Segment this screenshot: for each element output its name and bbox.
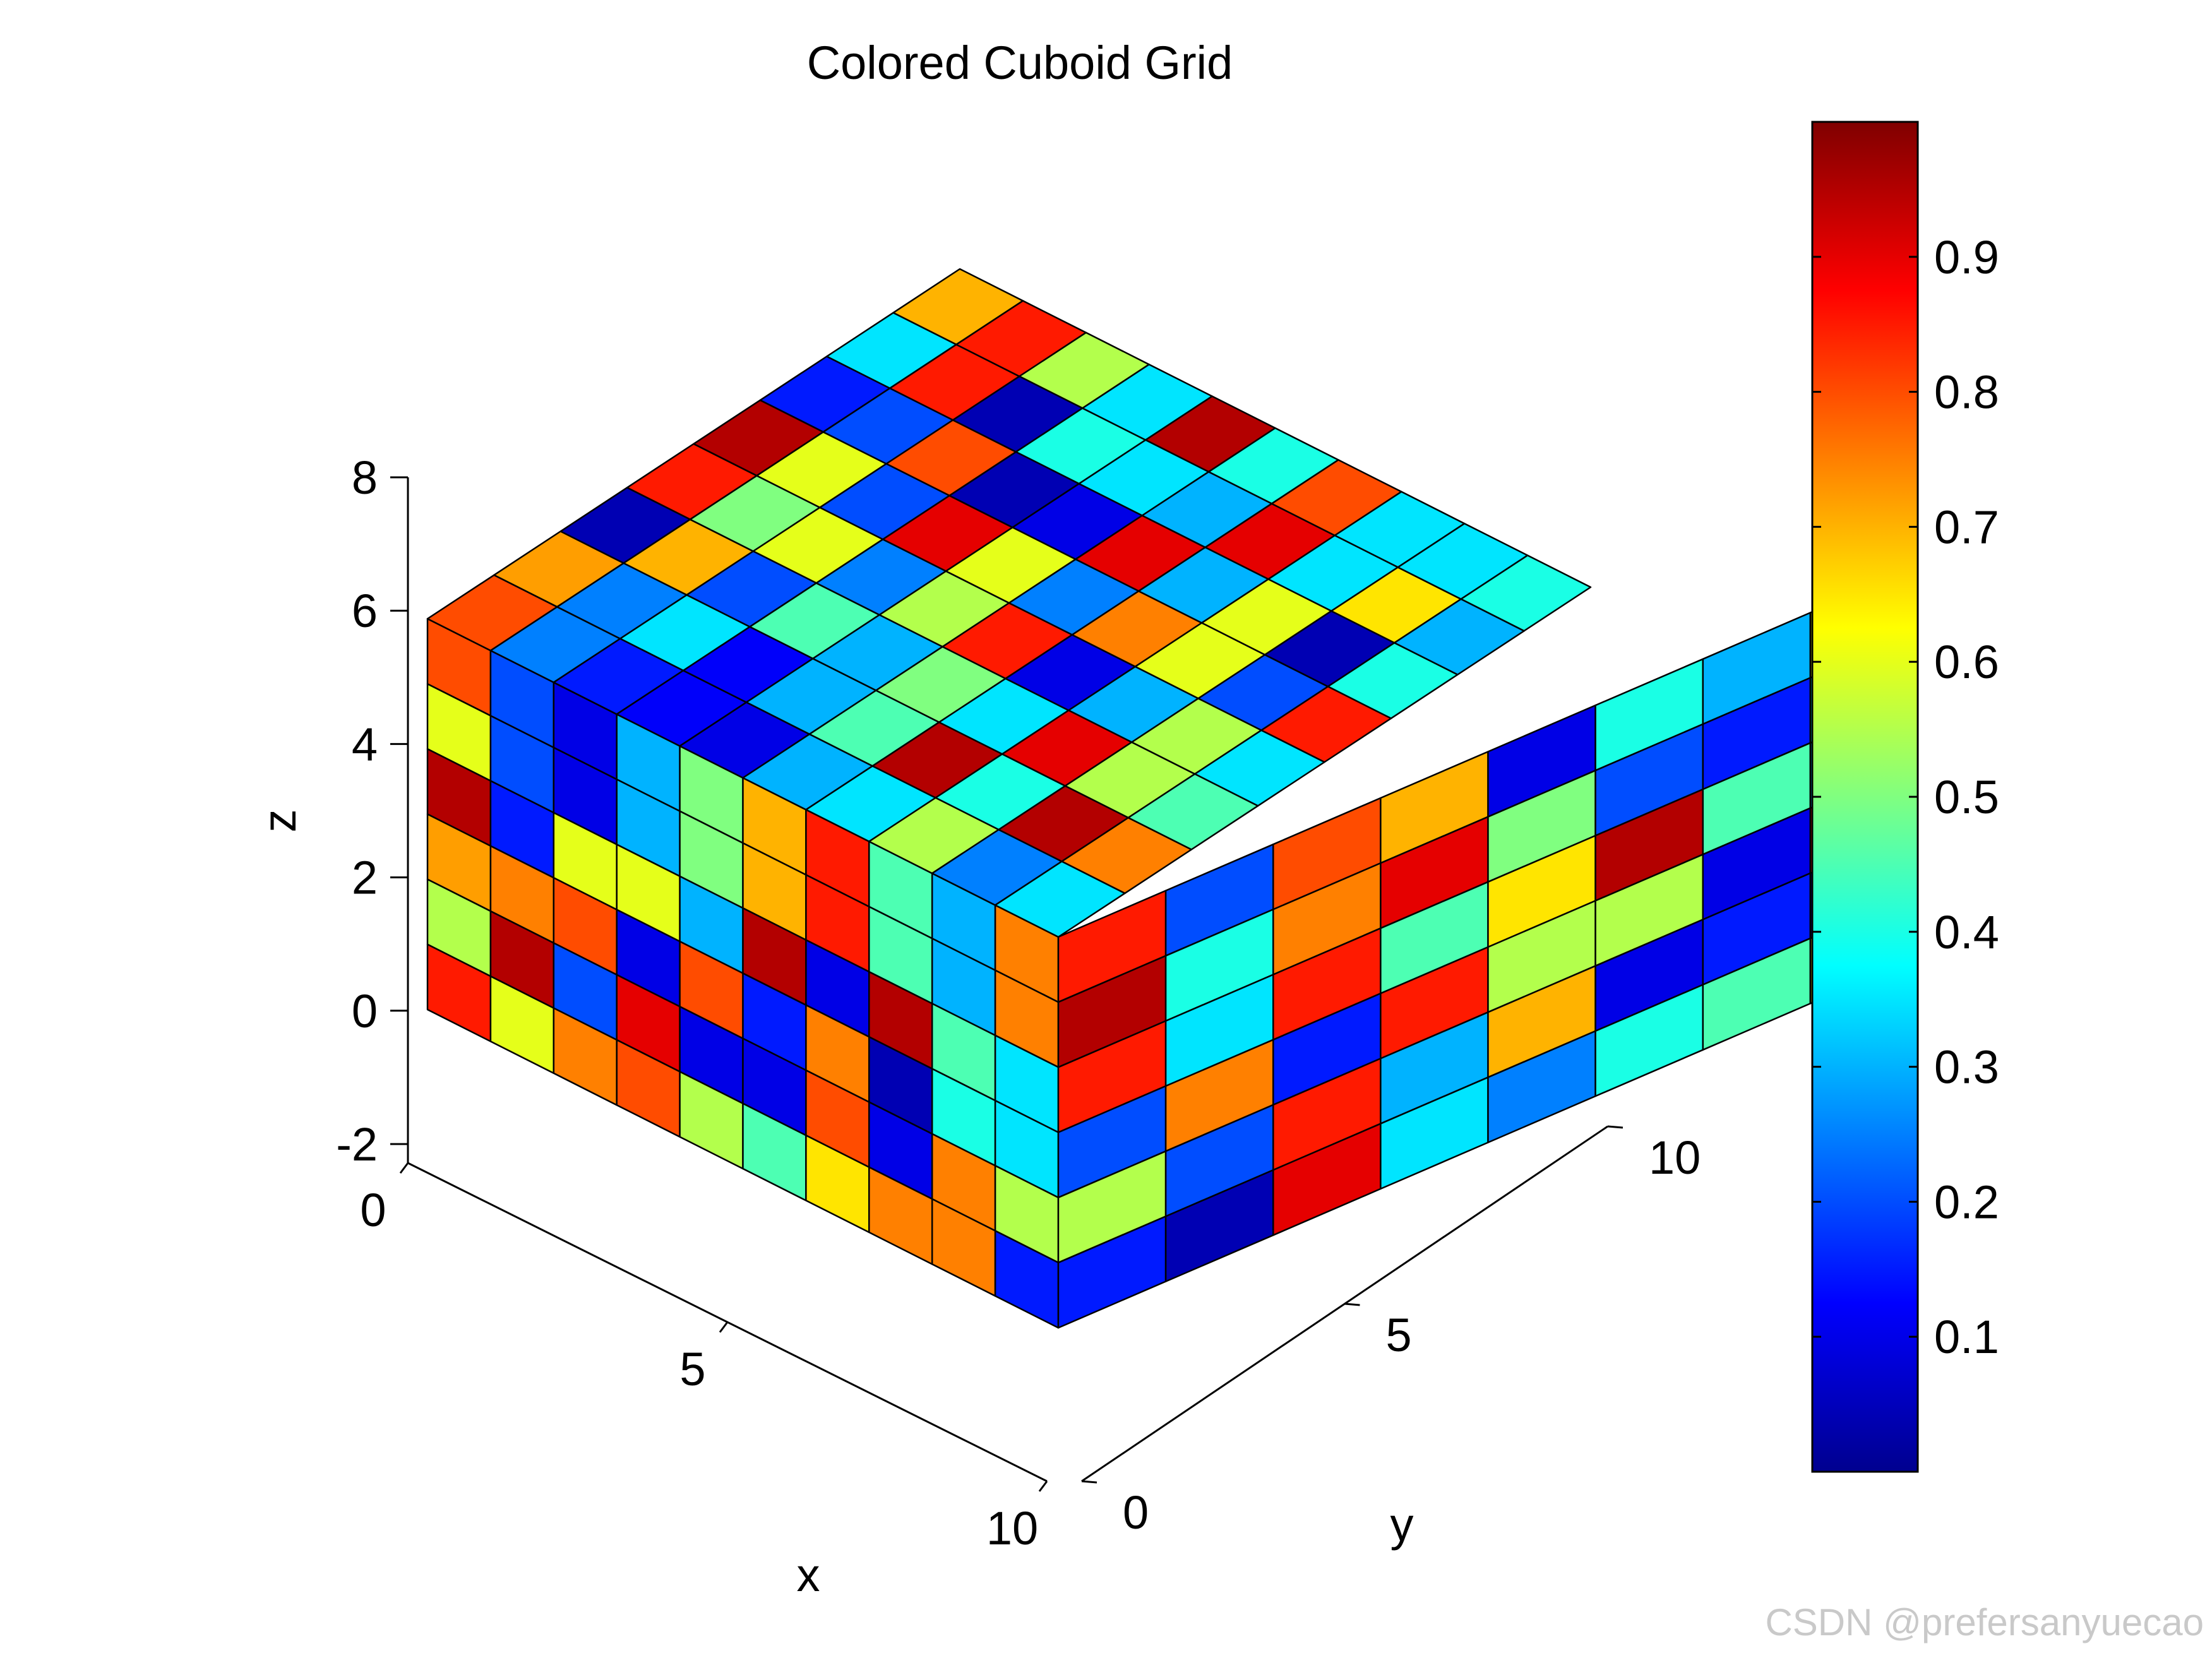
x-axis-label: x [797, 1549, 820, 1601]
colorbar-tick-label: 0.6 [1934, 636, 1999, 688]
axis-ticks: -2 0 2 4 6 8 0 5 10 0 5 10 [336, 451, 1701, 1554]
y-tick-mark [1607, 1125, 1623, 1129]
z-tick-label: 4 [352, 718, 378, 770]
z-axis-label: z [253, 809, 306, 833]
chart-title: Colored Cuboid Grid [807, 37, 1233, 89]
watermark: CSDN @prefersanyuecao [1765, 1601, 2204, 1643]
y-tick-label: 5 [1386, 1309, 1412, 1361]
x-tick-mark [399, 1162, 409, 1174]
x-tick-label: 10 [986, 1502, 1038, 1554]
colorbar-tick-label: 0.7 [1934, 501, 1999, 553]
x-tick-mark [1038, 1481, 1048, 1492]
z-tick-label: 2 [352, 852, 378, 904]
top-cell [1460, 554, 1592, 632]
colorbar-tick-label: 0.8 [1934, 366, 1999, 419]
x-tick-label: 0 [360, 1184, 386, 1236]
x-tick-mark [719, 1321, 729, 1333]
colorbar-tick-label: 0.4 [1934, 906, 1999, 958]
colorbar-tick-label: 0.2 [1934, 1176, 1999, 1228]
y-tick-mark [1081, 1480, 1097, 1484]
colorbar-tick-label: 0.5 [1934, 771, 1999, 823]
colorbar-tick-label: 0.3 [1934, 1041, 1999, 1094]
colorbar-tick-label: 0.1 [1934, 1311, 1999, 1363]
y-tick-label: 0 [1123, 1486, 1149, 1539]
colorbar-tick-label: 0.9 [1934, 231, 1999, 283]
z-tick-label: 6 [352, 585, 378, 637]
z-tick-label: 8 [352, 451, 378, 504]
z-tick-label: -2 [336, 1118, 378, 1171]
colorbar: 0.1 0.2 0.3 0.4 0.5 0.6 0.7 0.8 0.9 [1811, 121, 1999, 1473]
x-tick-label: 5 [679, 1343, 705, 1395]
y-tick-label: 10 [1649, 1131, 1701, 1184]
y-axis-label: y [1390, 1498, 1414, 1551]
z-tick-label: 0 [352, 985, 378, 1037]
colorbar-gradient [1811, 121, 1919, 1473]
colorbar-ticks: 0.1 0.2 0.3 0.4 0.5 0.6 0.7 0.8 0.9 [1812, 231, 1999, 1363]
y-tick-mark [1344, 1303, 1360, 1306]
